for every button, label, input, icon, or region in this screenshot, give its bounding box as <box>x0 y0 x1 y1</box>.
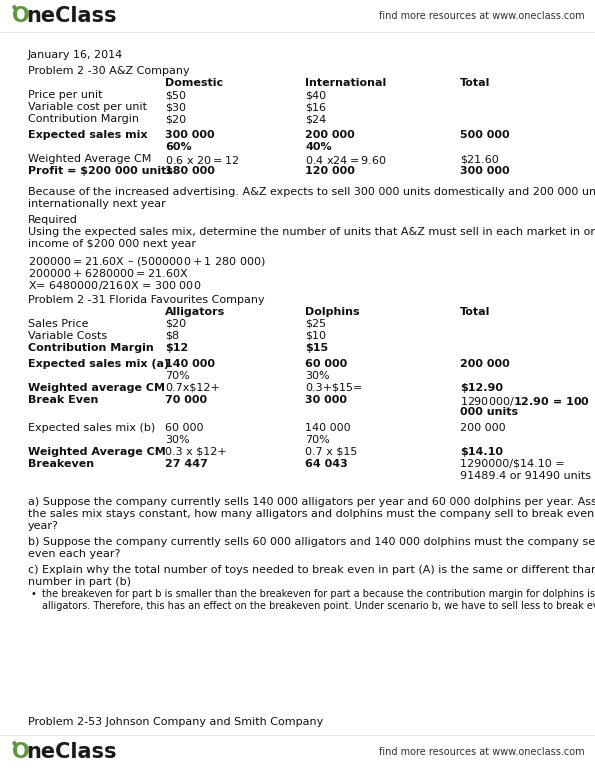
Text: find more resources at www.oneclass.com: find more resources at www.oneclass.com <box>380 747 585 757</box>
Text: $200 000 = $21.60X – ($5 000 000 + $1 280 000): $200 000 = $21.60X – ($5 000 000 + $1 28… <box>28 255 266 268</box>
Text: Expected sales mix: Expected sales mix <box>28 130 148 140</box>
Text: neClass: neClass <box>26 742 117 762</box>
Text: 200 000: 200 000 <box>460 359 510 369</box>
Text: 30%: 30% <box>305 371 330 381</box>
Text: January 16, 2014: January 16, 2014 <box>28 50 123 60</box>
Text: 27 447: 27 447 <box>165 459 208 469</box>
Text: Using the expected sales mix, determine the number of units that A&Z must sell i: Using the expected sales mix, determine … <box>28 227 595 237</box>
Text: 0.7x$12+: 0.7x$12+ <box>165 383 220 393</box>
Text: Breakeven: Breakeven <box>28 459 94 469</box>
Text: $200 000 + 6 280 000 = $21.60X: $200 000 + 6 280 000 = $21.60X <box>28 267 189 279</box>
Text: Profit = $200 000 units: Profit = $200 000 units <box>28 166 173 176</box>
Text: Sales Price: Sales Price <box>28 319 89 329</box>
Text: Dolphins: Dolphins <box>305 307 359 317</box>
Text: $30: $30 <box>165 102 186 112</box>
Text: 0.3 x $12+: 0.3 x $12+ <box>165 447 227 457</box>
Text: O: O <box>12 6 30 26</box>
Text: alligators. Therefore, this has an effect on the breakeven point. Under scenario: alligators. Therefore, this has an effec… <box>42 601 595 611</box>
Text: 91489.4 or 91490 units: 91489.4 or 91490 units <box>460 471 591 481</box>
Text: 0.4 x$24 = $9.60: 0.4 x$24 = $9.60 <box>305 154 387 166</box>
Text: $10: $10 <box>305 331 326 341</box>
Text: Domestic: Domestic <box>165 78 223 88</box>
Text: Price per unit: Price per unit <box>28 90 102 100</box>
Text: b) Suppose the company currently sells 60 000 alligators and 140 000 dolphins mu: b) Suppose the company currently sells 6… <box>28 537 595 547</box>
Text: the sales mix stays constant, how many alligators and dolphins must the company : the sales mix stays constant, how many a… <box>28 509 595 519</box>
Text: number in part (b): number in part (b) <box>28 577 131 587</box>
Text: X= $6480 000/$2160X = 300 000: X= $6480 000/$2160X = 300 000 <box>28 279 201 292</box>
Text: 30%: 30% <box>165 435 190 445</box>
Text: Problem 2 -31 Florida Favourites Company: Problem 2 -31 Florida Favourites Company <box>28 295 265 305</box>
Text: 500 000: 500 000 <box>460 130 510 140</box>
Text: $25: $25 <box>305 319 326 329</box>
Text: 64 043: 64 043 <box>305 459 347 469</box>
Text: Problem 2-53 Johnson Company and Smith Company: Problem 2-53 Johnson Company and Smith C… <box>28 717 323 727</box>
Text: ●: ● <box>12 5 17 9</box>
Text: O: O <box>12 742 30 762</box>
Text: Required: Required <box>28 215 78 225</box>
Text: Weighted average CM: Weighted average CM <box>28 383 165 393</box>
Text: 000 units: 000 units <box>460 407 518 417</box>
Text: $20: $20 <box>165 114 186 124</box>
Text: 200 000: 200 000 <box>460 423 506 433</box>
Text: $16: $16 <box>305 102 326 112</box>
Text: even each year?: even each year? <box>28 549 120 559</box>
Text: the breakeven for part b is smaller than the breakeven for part a because the co: the breakeven for part b is smaller than… <box>42 589 595 599</box>
Text: Variable cost per unit: Variable cost per unit <box>28 102 147 112</box>
Text: $50: $50 <box>165 90 186 100</box>
Text: 140 000: 140 000 <box>305 423 350 433</box>
Text: 60%: 60% <box>165 142 192 152</box>
Text: $15: $15 <box>305 343 328 353</box>
Text: 70%: 70% <box>305 435 330 445</box>
Text: 70 000: 70 000 <box>165 395 207 405</box>
Text: 40%: 40% <box>305 142 331 152</box>
Text: 0.7 x $15: 0.7 x $15 <box>305 447 358 457</box>
Text: Expected sales mix (a): Expected sales mix (a) <box>28 359 169 369</box>
Text: Break Even: Break Even <box>28 395 98 405</box>
Text: 1290000/$14.10 =: 1290000/$14.10 = <box>460 459 565 469</box>
Text: Problem 2 -30 A&Z Company: Problem 2 -30 A&Z Company <box>28 66 190 76</box>
Text: $12: $12 <box>165 343 188 353</box>
Text: 30 000: 30 000 <box>305 395 347 405</box>
Text: $24: $24 <box>305 114 326 124</box>
Text: Alligators: Alligators <box>165 307 226 317</box>
Text: Contribution Margin: Contribution Margin <box>28 114 139 124</box>
Text: 300 000: 300 000 <box>460 166 510 176</box>
Text: $8: $8 <box>165 331 179 341</box>
Text: 60 000: 60 000 <box>305 359 347 369</box>
Text: $20: $20 <box>165 319 186 329</box>
Text: 120 000: 120 000 <box>305 166 355 176</box>
Text: Total: Total <box>460 307 490 317</box>
Text: 70%: 70% <box>165 371 190 381</box>
Text: Total: Total <box>460 78 490 88</box>
Text: •: • <box>30 589 36 599</box>
Text: 180 000: 180 000 <box>165 166 215 176</box>
Text: 0.6 x $20 = $12: 0.6 x $20 = $12 <box>165 154 239 166</box>
Text: 60 000: 60 000 <box>165 423 203 433</box>
Text: find more resources at www.oneclass.com: find more resources at www.oneclass.com <box>380 11 585 21</box>
Text: a) Suppose the company currently sells 140 000 alligators per year and 60 000 do: a) Suppose the company currently sells 1… <box>28 497 595 507</box>
Text: Because of the increased advertising. A&Z expects to sell 300 000 units domestic: Because of the increased advertising. A&… <box>28 187 595 197</box>
Text: 140 000: 140 000 <box>165 359 215 369</box>
Text: $12.90: $12.90 <box>460 383 503 393</box>
Text: International: International <box>305 78 386 88</box>
Text: internationally next year: internationally next year <box>28 199 166 209</box>
Text: income of $200 000 next year: income of $200 000 next year <box>28 239 196 249</box>
Text: ●: ● <box>12 741 17 745</box>
Text: Expected sales mix (b): Expected sales mix (b) <box>28 423 155 433</box>
Text: c) Explain why the total number of toys needed to break even in part (A) is the : c) Explain why the total number of toys … <box>28 565 595 575</box>
Text: 200 000: 200 000 <box>305 130 355 140</box>
Text: Weighted Average CM: Weighted Average CM <box>28 154 151 164</box>
Text: $40: $40 <box>305 90 326 100</box>
Text: $14.10: $14.10 <box>460 447 503 457</box>
Text: Contribution Margin: Contribution Margin <box>28 343 154 353</box>
Text: $1290000/$12.90 = 100: $1290000/$12.90 = 100 <box>460 395 590 408</box>
Text: $21.60: $21.60 <box>460 154 499 164</box>
Text: Weighted Average CM: Weighted Average CM <box>28 447 166 457</box>
Text: year?: year? <box>28 521 59 531</box>
Text: 300 000: 300 000 <box>165 130 215 140</box>
Text: neClass: neClass <box>26 6 117 26</box>
Text: Variable Costs: Variable Costs <box>28 331 107 341</box>
Text: 0.3+$15=: 0.3+$15= <box>305 383 362 393</box>
